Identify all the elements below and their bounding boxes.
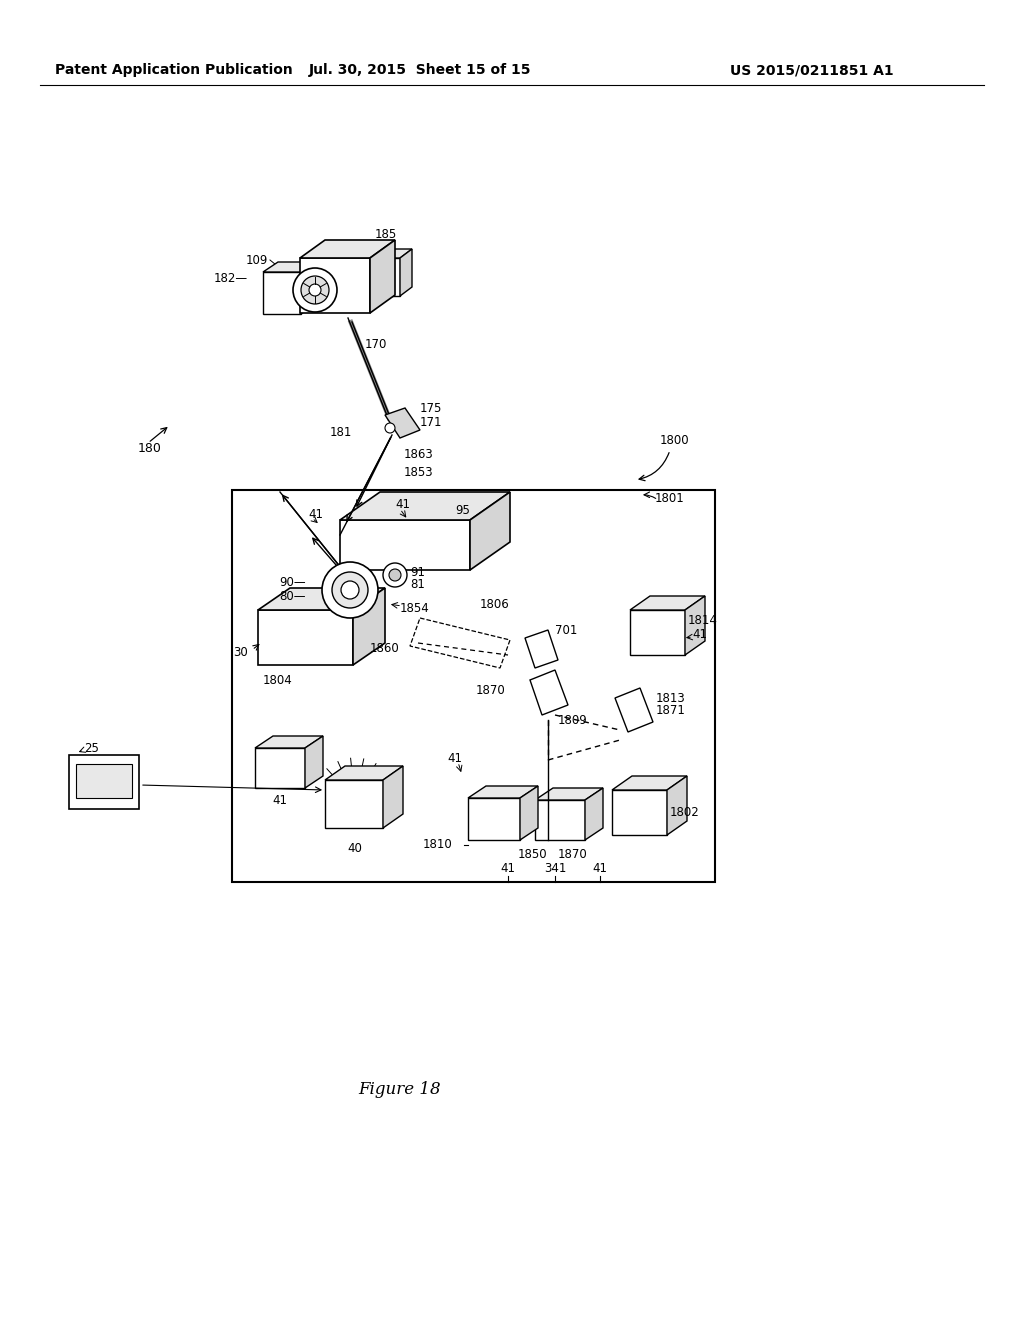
Text: Patent Application Publication: Patent Application Publication bbox=[55, 63, 293, 77]
Text: 185: 185 bbox=[375, 228, 397, 242]
Polygon shape bbox=[685, 597, 705, 655]
Text: 182—: 182— bbox=[214, 272, 248, 285]
Text: 171: 171 bbox=[420, 416, 442, 429]
Polygon shape bbox=[305, 737, 323, 788]
Circle shape bbox=[383, 564, 407, 587]
Polygon shape bbox=[368, 249, 412, 257]
Text: 1806: 1806 bbox=[480, 598, 510, 611]
Bar bbox=[232, 490, 715, 882]
Text: 30: 30 bbox=[233, 645, 248, 659]
Text: Figure 18: Figure 18 bbox=[358, 1081, 441, 1098]
Text: 1813: 1813 bbox=[656, 692, 686, 705]
Text: 1853: 1853 bbox=[404, 466, 433, 479]
Text: 175: 175 bbox=[420, 401, 442, 414]
Text: 1863: 1863 bbox=[404, 449, 434, 462]
Circle shape bbox=[293, 268, 337, 312]
Text: 40: 40 bbox=[347, 842, 362, 854]
Text: 81: 81 bbox=[410, 578, 425, 590]
Text: 107: 107 bbox=[373, 243, 395, 256]
Polygon shape bbox=[535, 788, 603, 800]
Text: 701: 701 bbox=[555, 623, 578, 636]
Text: 80—: 80— bbox=[280, 590, 306, 602]
Circle shape bbox=[332, 572, 368, 609]
Polygon shape bbox=[301, 261, 316, 314]
Text: 90—: 90— bbox=[280, 576, 306, 589]
Polygon shape bbox=[630, 610, 685, 655]
Circle shape bbox=[322, 562, 378, 618]
Text: 109: 109 bbox=[246, 253, 268, 267]
Text: 1854: 1854 bbox=[400, 602, 430, 615]
Polygon shape bbox=[385, 408, 420, 438]
Polygon shape bbox=[585, 788, 603, 840]
Text: 1860: 1860 bbox=[370, 642, 399, 655]
Text: 1809: 1809 bbox=[558, 714, 588, 726]
Polygon shape bbox=[255, 748, 305, 788]
Text: 41: 41 bbox=[308, 508, 323, 521]
Text: 1802: 1802 bbox=[670, 805, 699, 818]
Text: 181: 181 bbox=[330, 425, 352, 438]
Polygon shape bbox=[340, 520, 470, 570]
Polygon shape bbox=[468, 799, 520, 840]
Text: 41: 41 bbox=[447, 751, 463, 764]
Text: 25: 25 bbox=[84, 742, 99, 755]
FancyBboxPatch shape bbox=[69, 755, 139, 809]
Polygon shape bbox=[520, 785, 538, 840]
Text: US 2015/0211851 A1: US 2015/0211851 A1 bbox=[730, 63, 894, 77]
Polygon shape bbox=[615, 688, 653, 733]
Polygon shape bbox=[325, 780, 383, 828]
Polygon shape bbox=[383, 766, 403, 828]
Polygon shape bbox=[525, 630, 558, 668]
Polygon shape bbox=[300, 240, 395, 257]
Text: 41: 41 bbox=[593, 862, 607, 874]
Circle shape bbox=[389, 569, 401, 581]
Text: 1870: 1870 bbox=[558, 849, 588, 862]
Circle shape bbox=[309, 284, 321, 296]
Polygon shape bbox=[468, 785, 538, 799]
Text: 41: 41 bbox=[692, 627, 707, 640]
Text: Jul. 30, 2015  Sheet 15 of 15: Jul. 30, 2015 Sheet 15 of 15 bbox=[309, 63, 531, 77]
Text: 1801: 1801 bbox=[655, 491, 685, 504]
Polygon shape bbox=[612, 776, 687, 789]
Text: 95: 95 bbox=[455, 503, 470, 516]
Polygon shape bbox=[258, 610, 353, 665]
Polygon shape bbox=[368, 257, 400, 296]
Polygon shape bbox=[530, 671, 568, 715]
Text: 1871: 1871 bbox=[656, 704, 686, 717]
Polygon shape bbox=[340, 492, 510, 520]
Polygon shape bbox=[667, 776, 687, 836]
Circle shape bbox=[341, 581, 359, 599]
Polygon shape bbox=[630, 597, 705, 610]
Text: 170: 170 bbox=[365, 338, 387, 351]
Text: 41: 41 bbox=[501, 862, 515, 874]
Text: 91: 91 bbox=[410, 565, 425, 578]
Polygon shape bbox=[370, 240, 395, 313]
Text: 341: 341 bbox=[544, 862, 566, 874]
Polygon shape bbox=[255, 737, 323, 748]
Polygon shape bbox=[470, 492, 510, 570]
Text: 1850: 1850 bbox=[518, 849, 548, 862]
Polygon shape bbox=[300, 257, 370, 313]
Text: 180: 180 bbox=[138, 441, 162, 454]
Text: 1870: 1870 bbox=[475, 684, 505, 697]
Circle shape bbox=[301, 276, 329, 304]
Text: 1810: 1810 bbox=[422, 838, 452, 851]
Text: 41: 41 bbox=[272, 793, 288, 807]
Polygon shape bbox=[258, 587, 385, 610]
Bar bbox=[76, 764, 132, 799]
Text: 1804: 1804 bbox=[263, 673, 293, 686]
Text: 41: 41 bbox=[395, 499, 410, 511]
Polygon shape bbox=[353, 587, 385, 665]
Polygon shape bbox=[325, 766, 403, 780]
Polygon shape bbox=[612, 789, 667, 836]
Circle shape bbox=[385, 422, 395, 433]
Polygon shape bbox=[535, 800, 585, 840]
Polygon shape bbox=[263, 261, 316, 272]
Text: 1800: 1800 bbox=[660, 433, 689, 446]
Polygon shape bbox=[400, 249, 412, 296]
Polygon shape bbox=[263, 272, 301, 314]
Text: 1814: 1814 bbox=[688, 614, 718, 627]
